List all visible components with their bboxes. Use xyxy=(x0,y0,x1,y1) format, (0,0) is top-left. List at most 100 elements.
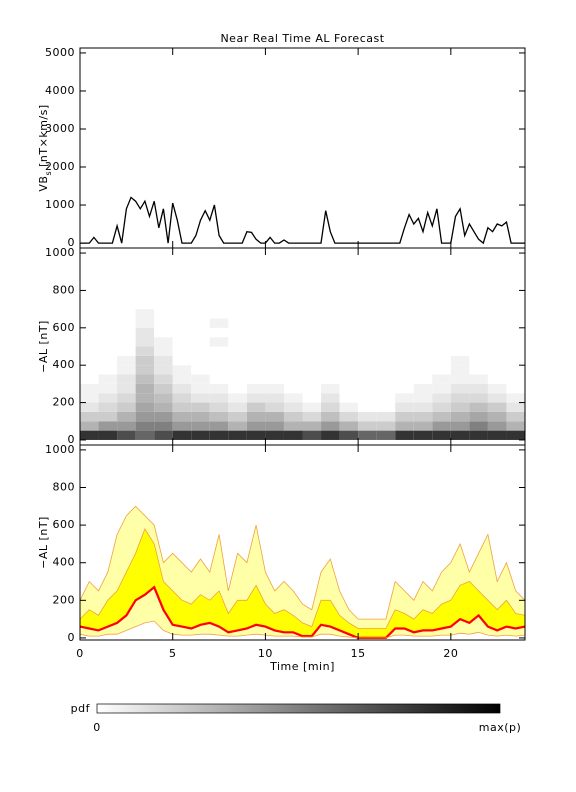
pdf-cell xyxy=(487,365,507,375)
pdf-cell xyxy=(209,421,229,431)
pdf-cell xyxy=(228,383,247,394)
pdf-cell xyxy=(283,318,303,328)
pdf-cell xyxy=(265,346,284,356)
pdf-cell xyxy=(117,327,136,338)
pdf-cell xyxy=(209,411,229,422)
pdf-cell xyxy=(246,327,266,338)
pdf-cell xyxy=(358,430,377,440)
pdf-cell xyxy=(302,365,322,375)
pdf-cell xyxy=(339,393,359,403)
y-tick-label: 0 xyxy=(68,236,76,249)
pdf-cell xyxy=(469,430,488,440)
pdf-cell xyxy=(154,402,173,412)
pdf-cell xyxy=(450,374,470,384)
pdf-cell xyxy=(80,346,99,356)
pdf-cell xyxy=(432,365,451,375)
pdf-cell xyxy=(117,393,136,403)
y-tick-label: 2000 xyxy=(45,160,75,173)
pdf-cell xyxy=(98,421,118,431)
y-axis-label: −AL [nT] xyxy=(37,516,50,569)
pdf-cell xyxy=(376,374,396,384)
pdf-cell xyxy=(506,402,525,412)
data-line xyxy=(80,196,525,245)
pdf-cell xyxy=(228,318,247,328)
pdf-cell xyxy=(172,346,192,356)
y-tick-label: 3000 xyxy=(45,122,75,135)
pdf-cell xyxy=(450,402,470,412)
pdf-cell xyxy=(191,402,210,412)
pdf-cell xyxy=(358,393,377,403)
band-line xyxy=(79,585,526,639)
pdf-cell xyxy=(228,346,247,356)
pdf-cell xyxy=(487,327,507,338)
pdf-cell xyxy=(302,355,322,366)
pdf-cell xyxy=(506,430,525,440)
pdf-cell xyxy=(321,337,340,347)
pdf-cell xyxy=(302,411,322,422)
y-tick-label: 600 xyxy=(53,321,76,334)
pdf-cell xyxy=(376,365,396,375)
pdf-cell xyxy=(339,337,359,347)
pdf-cell xyxy=(339,365,359,375)
y-axis-label-main: VB xyxy=(37,176,50,192)
y-tick-label: 4000 xyxy=(45,84,75,97)
pdf-cell xyxy=(228,365,247,375)
pdf-cell xyxy=(246,383,266,394)
pdf-cell xyxy=(469,346,488,356)
pdf-cell xyxy=(506,393,525,403)
pdf-cell xyxy=(98,309,118,319)
pdf-cell xyxy=(339,309,359,319)
pdf-cell xyxy=(321,327,340,338)
pdf-cell xyxy=(98,393,118,403)
pdf-cell xyxy=(487,411,507,422)
pdf-cell xyxy=(376,327,396,338)
band-line xyxy=(79,505,526,620)
pdf-cell xyxy=(339,346,359,356)
pdf-cell xyxy=(376,318,396,328)
pdf-cell xyxy=(135,411,155,422)
pdf-cell xyxy=(432,309,451,319)
pdf-cell xyxy=(209,318,229,328)
pdf-cell xyxy=(172,318,192,328)
pdf-cell xyxy=(283,374,303,384)
pdf-cell xyxy=(469,355,488,366)
pdf-cell xyxy=(450,337,470,347)
pdf-cell xyxy=(117,337,136,347)
pdf-cell xyxy=(413,327,433,338)
y-axis-label-main: −AL [nT] xyxy=(37,516,50,569)
pdf-cell xyxy=(413,309,433,319)
pdf-cell xyxy=(135,337,155,347)
pdf-cell xyxy=(191,318,210,328)
pdf-cell xyxy=(450,383,470,394)
pdf-cell xyxy=(283,346,303,356)
y-tick-label: 0 xyxy=(68,631,76,644)
pdf-cell xyxy=(358,421,377,431)
pdf-cell xyxy=(302,318,322,328)
pdf-cell xyxy=(172,355,192,366)
pdf-cell xyxy=(376,355,396,366)
x-axis-label: Time [min] xyxy=(269,660,335,673)
pdf-cell xyxy=(283,309,303,319)
x-tick-label: 10 xyxy=(258,647,273,660)
pdf-cell xyxy=(228,309,247,319)
pdf-cell xyxy=(395,355,414,366)
pdf-cell xyxy=(135,430,155,440)
pdf-cell xyxy=(265,365,284,375)
pdf-cell xyxy=(321,402,340,412)
pdf-cell xyxy=(117,318,136,328)
pdf-cell xyxy=(395,337,414,347)
y-tick-label: 600 xyxy=(53,518,76,531)
pdf-cell xyxy=(172,327,192,338)
x-tick-label: 20 xyxy=(443,647,458,660)
pdf-cell xyxy=(321,383,340,394)
pdf-cell xyxy=(80,393,99,403)
pdf-cell xyxy=(80,421,99,431)
pdf-cell xyxy=(117,421,136,431)
pdf-cell xyxy=(376,402,396,412)
colorbar-max: max(p) xyxy=(479,721,522,734)
pdf-cell xyxy=(358,374,377,384)
pdf-cell xyxy=(80,318,99,328)
pdf-cell xyxy=(339,355,359,366)
pdf-cell xyxy=(135,402,155,412)
